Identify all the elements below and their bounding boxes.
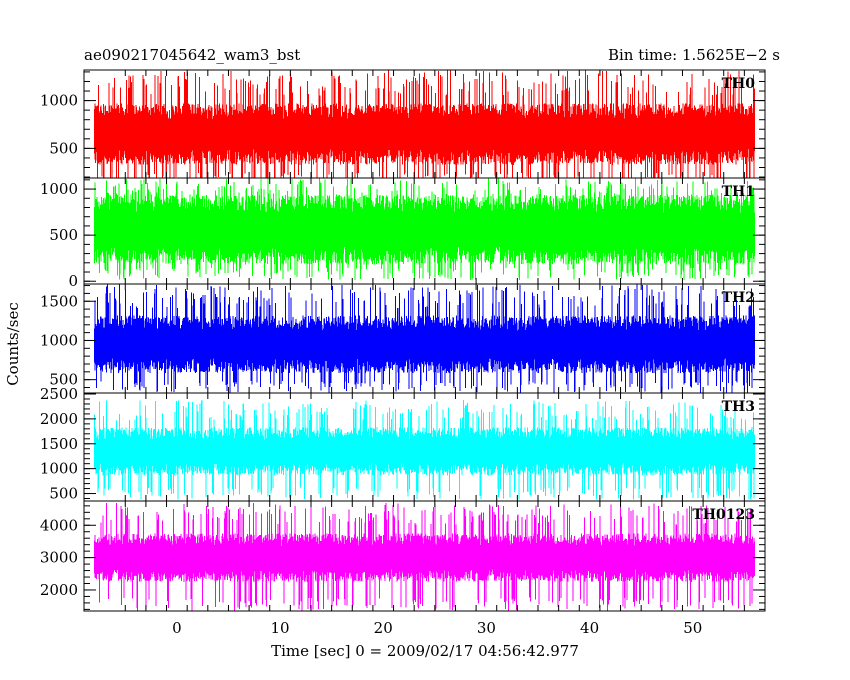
y-tick-label: 500 (49, 226, 78, 244)
panel-label-th2: TH2 (722, 290, 755, 306)
y-tick-label: 1500 (40, 292, 78, 310)
series-th2-trace (93, 284, 755, 393)
y-tick-label: 2500 (40, 385, 78, 403)
series-th0-trace (93, 70, 755, 178)
panel-label-th0: TH0 (722, 76, 756, 92)
y-tick-label: 4000 (40, 516, 78, 534)
x-axis-label: Time [sec] 0 = 2009/02/17 04:56:42.977 (271, 642, 579, 660)
panel-th3: 500 1000 1500 2000 2500 TH3 (40, 385, 766, 503)
panel-th1: 0 500 1000 TH1 (40, 177, 766, 290)
y-tick-label: 1000 (40, 331, 78, 349)
x-tick-label: 0 (172, 619, 182, 637)
series-th1-trace (93, 178, 755, 281)
panel-th0123: 2000 3000 4000 TH0123 0 10 20 30 40 50 (40, 500, 766, 637)
panel-label-th0123: TH0123 (692, 507, 755, 523)
panel-th2: 500 1000 1500 TH2 (40, 283, 766, 394)
y-tick-label: 2000 (40, 410, 78, 428)
panel-th0: 500 1000 TH0 (40, 69, 766, 179)
y-axis-label: Counts/sec (4, 302, 22, 386)
y-tick-label: 500 (49, 139, 78, 157)
y-tick-label: 3000 (40, 549, 78, 567)
x-tick-label: 40 (580, 619, 599, 637)
x-tick-label: 30 (477, 619, 496, 637)
y-tick-label: 500 (49, 371, 78, 389)
y-tick-label: 1000 (40, 180, 78, 198)
y-tick-label: 500 (49, 485, 78, 503)
x-tick-label: 10 (270, 619, 289, 637)
series-th3-trace (93, 400, 755, 500)
y-tick-label: 1000 (40, 92, 78, 110)
panel-frame (83, 500, 766, 612)
y-tick-label: 1500 (40, 435, 78, 453)
y-tick-label: 1000 (40, 460, 78, 478)
series-th0123-trace (93, 502, 755, 611)
x-tick-label: 20 (374, 619, 393, 637)
x-tick-label: 50 (683, 619, 702, 637)
plot-title: ae090217045642_wam3_bst (84, 46, 300, 64)
y-tick-label: 0 (68, 272, 78, 290)
panel-label-th3: TH3 (722, 399, 755, 415)
panel-label-th1: TH1 (722, 184, 755, 200)
y-tick-label: 2000 (40, 581, 78, 599)
bin-time-label: Bin time: 1.5625E−2 s (608, 46, 780, 64)
